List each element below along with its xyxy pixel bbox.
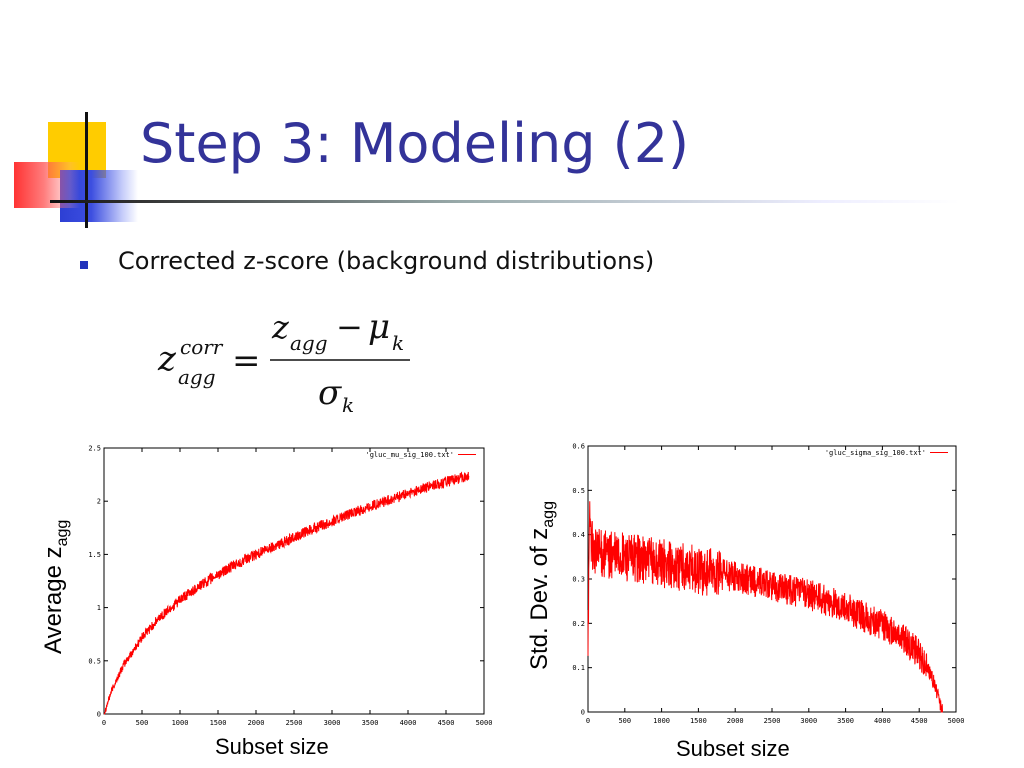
formula-minus: − xyxy=(336,308,363,346)
bullet-square-icon xyxy=(80,261,88,269)
y-tick-label: 2.5 xyxy=(88,445,101,453)
title-underline xyxy=(50,200,960,203)
x-tick-label: 4000 xyxy=(874,717,891,725)
formula-lhs-z: z xyxy=(157,339,177,379)
formula-equals: = xyxy=(232,341,261,381)
x-tick-label: 4000 xyxy=(400,719,417,727)
x-tick-label: 0 xyxy=(586,717,590,725)
x-tick-label: 5000 xyxy=(476,719,493,727)
y-tick-label: 1 xyxy=(97,604,101,612)
average-zagg-ylabel: Average zagg xyxy=(40,519,71,654)
series-line xyxy=(587,501,943,713)
formula-num-z: z xyxy=(271,308,290,346)
x-tick-label: 4500 xyxy=(438,719,455,727)
slide-title: Step 3: Modeling (2) xyxy=(140,112,690,175)
stddev-zagg-chart: 0 0.1 0.2 0.3 0.4 0.5 0.6 0 500 1000 1500 2000 2500 3… xyxy=(568,436,978,730)
formula-num-mu: μ xyxy=(368,307,390,347)
series-line xyxy=(103,471,470,715)
x-tick-label: 3500 xyxy=(362,719,379,727)
formula-num-z-sub: agg xyxy=(290,331,328,355)
formula-den-sigma: σ xyxy=(318,373,342,413)
x-tick-label: 1000 xyxy=(172,719,189,727)
x-tick-label: 500 xyxy=(618,717,631,725)
formula-lhs-sub: agg xyxy=(178,365,216,389)
x-tick-label: 0 xyxy=(102,719,106,727)
x-tick-label: 4500 xyxy=(911,717,928,725)
x-tick-label: 5000 xyxy=(948,717,965,725)
x-tick-label: 2500 xyxy=(764,717,781,725)
y-tick-label: 0 xyxy=(97,711,101,719)
x-tick-label: 1500 xyxy=(690,717,707,725)
formula-den-sub: k xyxy=(342,393,354,417)
y-tick-label: 0.2 xyxy=(572,620,585,628)
x-tick-label: 3500 xyxy=(837,717,854,725)
y-tick-label: 0.6 xyxy=(572,443,585,451)
title-decoration-vertical-line xyxy=(85,112,88,228)
x-tick-label: 3000 xyxy=(800,717,817,725)
stddev-zagg-ylabel: Std. Dev. of zagg xyxy=(526,501,557,670)
x-tick-label: 3000 xyxy=(324,719,341,727)
average-zagg-xlabel: Subset size xyxy=(215,734,329,759)
y-tick-label: 0 xyxy=(581,709,585,717)
legend-label: 'gluc_sigma_sig_100.txt' xyxy=(825,449,926,457)
x-tick-label: 1000 xyxy=(653,717,670,725)
corrected-zscore-formula: z corr agg = z agg − μ k σ k xyxy=(157,307,410,417)
x-tick-label: 500 xyxy=(136,719,149,727)
bullet-text: Corrected z-score (background distributi… xyxy=(118,247,655,275)
x-tick-label: 2500 xyxy=(286,719,303,727)
stddev-zagg-xlabel: Subset size xyxy=(676,736,790,761)
x-tick-label: 2000 xyxy=(248,719,265,727)
y-tick-label: 2 xyxy=(97,498,101,506)
y-tick-label: 0.5 xyxy=(572,487,585,495)
average-zagg-chart: 0 0.5 1 1.5 2 2.5 0 500 1000 1500 2000 2500 3000 3500… xyxy=(84,440,494,730)
formula-num-mu-sub: k xyxy=(392,331,404,355)
y-tick-label: 0.5 xyxy=(88,657,101,665)
y-tick-label: 0.3 xyxy=(572,576,585,584)
formula-lhs-sup: corr xyxy=(180,335,224,359)
y-tick-label: 0.4 xyxy=(572,531,585,539)
x-tick-label: 2000 xyxy=(727,717,744,725)
legend-label: 'gluc_mu_sig_100.txt' xyxy=(365,451,454,459)
y-tick-label: 1.5 xyxy=(88,551,101,559)
y-tick-label: 0.1 xyxy=(572,664,585,672)
x-tick-label: 1500 xyxy=(210,719,227,727)
